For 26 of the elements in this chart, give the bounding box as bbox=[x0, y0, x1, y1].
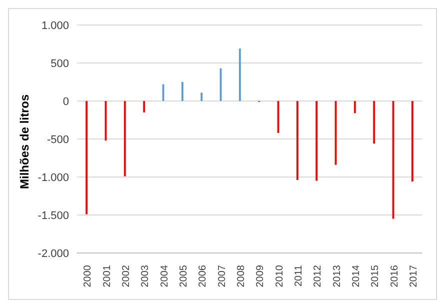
y-tick-label: -1.500 bbox=[38, 210, 69, 222]
x-tick-label: 2013 bbox=[332, 264, 343, 288]
y-tick-label: -2.000 bbox=[38, 248, 69, 260]
x-tick-label: 2009 bbox=[255, 264, 266, 288]
x-tick-label: 2015 bbox=[370, 264, 382, 288]
y-axis-title: Milhões de litros bbox=[17, 94, 32, 189]
y-tick-label: 1.000 bbox=[41, 20, 69, 32]
x-tick-label: 2004 bbox=[159, 264, 170, 288]
x-tick-label: 2016 bbox=[389, 264, 400, 288]
x-tick-label: 2001 bbox=[102, 264, 113, 288]
y-tick-label: -500 bbox=[46, 134, 69, 146]
x-tick-label: 2010 bbox=[274, 264, 286, 288]
x-tick-label: 2005 bbox=[178, 264, 190, 288]
x-tick-label: 2002 bbox=[120, 264, 132, 288]
y-tick-label: -1.000 bbox=[38, 172, 69, 184]
x-tick-label: 2000 bbox=[82, 264, 94, 288]
y-tick-label: 500 bbox=[50, 58, 69, 70]
y-tick-label: 0 bbox=[62, 96, 69, 108]
x-tick-label: 2006 bbox=[198, 264, 209, 288]
x-tick-label: 2008 bbox=[236, 264, 247, 288]
x-tick-label: 2017 bbox=[408, 264, 420, 288]
x-tick-label: 2012 bbox=[312, 264, 324, 288]
x-tick-label: 2011 bbox=[293, 264, 304, 287]
x-tick-label: 2007 bbox=[216, 264, 228, 288]
x-tick-label: 2014 bbox=[350, 264, 362, 288]
x-tick-label: 2003 bbox=[140, 264, 152, 288]
